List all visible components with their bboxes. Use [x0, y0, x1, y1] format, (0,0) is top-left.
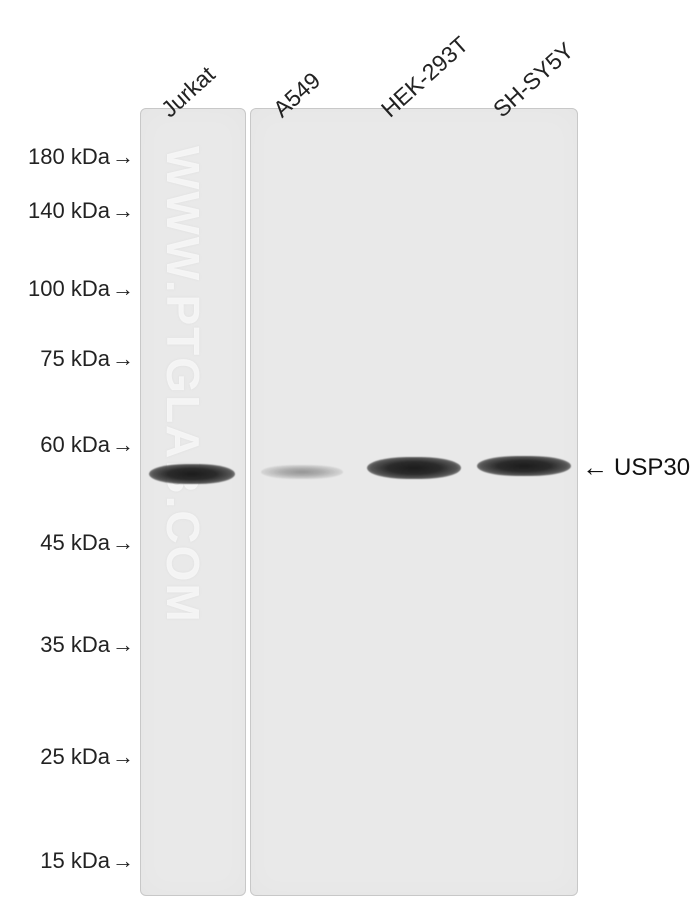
- band-shsy5y: [477, 456, 571, 476]
- mw-marker-label: 45 kDa→: [40, 530, 134, 556]
- mw-marker-text: 75 kDa: [40, 346, 110, 371]
- blot-panel-right: [250, 108, 578, 896]
- mw-marker-text: 60 kDa: [40, 432, 110, 457]
- mw-marker-text: 15 kDa: [40, 848, 110, 873]
- band-hek293t: [367, 457, 461, 479]
- arrow-right-icon: →: [112, 632, 134, 658]
- target-arrow: ←: [582, 452, 608, 483]
- band-jurkat: [149, 464, 235, 484]
- mw-marker-text: 45 kDa: [40, 530, 110, 555]
- arrow-right-icon: →: [112, 144, 134, 170]
- mw-marker-label: 75 kDa→: [40, 346, 134, 372]
- mw-marker-label: 35 kDa→: [40, 632, 134, 658]
- mw-marker-label: 180 kDa→: [28, 144, 134, 170]
- target-label: USP30: [614, 454, 690, 482]
- arrow-right-icon: →: [112, 432, 134, 458]
- mw-marker-text: 180 kDa: [28, 144, 110, 169]
- arrow-right-icon: →: [112, 346, 134, 372]
- mw-marker-text: 100 kDa: [28, 276, 110, 301]
- mw-marker-text: 25 kDa: [40, 744, 110, 769]
- band-a549: [261, 465, 343, 479]
- mw-marker-label: 100 kDa→: [28, 276, 134, 302]
- mw-marker-label: 25 kDa→: [40, 744, 134, 770]
- mw-marker-text: 35 kDa: [40, 632, 110, 657]
- blot-panel-left: [140, 108, 246, 896]
- arrow-right-icon: →: [112, 744, 134, 770]
- figure-root: WWW.PTGLAB.COM JurkatA549HEK-293TSH-SY5Y…: [0, 0, 700, 903]
- arrow-right-icon: →: [112, 530, 134, 556]
- mw-marker-label: 15 kDa→: [40, 848, 134, 874]
- arrow-right-icon: →: [112, 198, 134, 224]
- arrow-right-icon: →: [112, 276, 134, 302]
- mw-marker-text: 140 kDa: [28, 198, 110, 223]
- arrow-right-icon: →: [112, 848, 134, 874]
- mw-marker-label: 140 kDa→: [28, 198, 134, 224]
- mw-marker-label: 60 kDa→: [40, 432, 134, 458]
